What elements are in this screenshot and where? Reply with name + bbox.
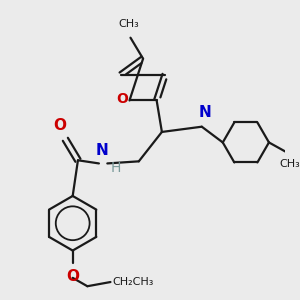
Text: CH₂CH₃: CH₂CH₃ bbox=[112, 277, 154, 287]
Text: O: O bbox=[116, 92, 128, 106]
Text: N: N bbox=[96, 143, 108, 158]
Text: O: O bbox=[54, 118, 67, 133]
Text: CH₃: CH₃ bbox=[280, 159, 300, 169]
Text: CH₃: CH₃ bbox=[118, 19, 139, 29]
Text: N: N bbox=[199, 105, 211, 120]
Text: O: O bbox=[66, 269, 79, 284]
Text: H: H bbox=[110, 160, 121, 175]
